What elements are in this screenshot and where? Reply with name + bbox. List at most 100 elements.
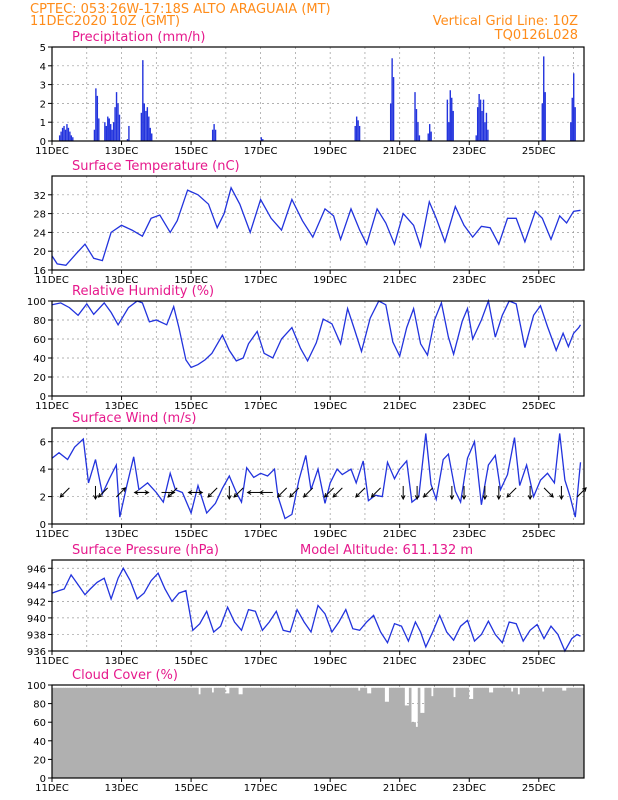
wind-ytick-label: 2: [40, 493, 46, 504]
cloud-bar: [142, 687, 146, 778]
precip-bar: [478, 94, 480, 141]
cloud-bar: [579, 687, 583, 778]
precip-bar: [105, 125, 108, 141]
precip-bar: [449, 90, 451, 141]
pres-xtick-label: 23DEC: [452, 656, 486, 667]
precip-panel: Precipitation (mm/h) 0 1 2 3 4 5 11DEC 13DEC 15DE…: [35, 30, 585, 157]
cloud-bar: [415, 726, 419, 778]
wind-vector-shaft: [576, 487, 587, 498]
header-station: CPTEC: 053:26W-17:18S ALTO ARAGUAIA (MT): [30, 2, 331, 17]
precip-ytick-label: 5: [40, 43, 46, 54]
cloud-bar: [178, 687, 181, 778]
precip-bar: [541, 103, 543, 141]
cloud-bar: [353, 687, 357, 778]
rh-xtick-label: 21DEC: [383, 401, 417, 412]
cloud-bar: [313, 687, 317, 778]
precip-bar: [151, 133, 153, 141]
cloud-bar: [298, 687, 301, 778]
precip-bar: [69, 131, 71, 141]
wind-xtick-label: 19DEC: [313, 529, 347, 540]
precip-bar: [484, 122, 486, 141]
cloud-bar: [242, 687, 246, 778]
temp-panel: Surface Temperature (nC) 16 20 24 28 32 11DEC 1…: [33, 159, 585, 286]
precip-bar: [392, 77, 395, 141]
wind-vector-head: [527, 495, 533, 501]
precip-bar: [58, 135, 61, 141]
wind-xtick-label: 11DEC: [35, 529, 69, 540]
precip-bar: [427, 133, 429, 141]
wind-vector-head: [482, 495, 488, 501]
cloud-bar: [311, 687, 314, 778]
cloud-bar: [479, 687, 483, 778]
precip-bar: [66, 124, 68, 141]
precip-bar: [213, 124, 215, 141]
cloud-bar: [251, 687, 255, 778]
cloud-bar: [89, 687, 93, 778]
wind-vector-head: [233, 493, 239, 498]
cloud-bar: [342, 687, 345, 778]
cloud-bar: [229, 687, 232, 778]
cloud-bar: [284, 687, 288, 778]
cloud-bar: [435, 687, 439, 778]
cloud-bar: [180, 687, 184, 778]
wind-vector-shaft: [371, 487, 381, 498]
cloud-bar: [264, 687, 268, 778]
cloud-bar: [134, 687, 137, 778]
cloud-xtick-label: 15DEC: [174, 783, 208, 794]
cloud-bar: [129, 687, 133, 778]
wind-vector-head: [187, 490, 193, 495]
cloud-bar: [539, 687, 543, 778]
cloud-bar: [568, 687, 572, 778]
wind-vector: [246, 490, 261, 495]
rh-xtick-label: 23DEC: [452, 401, 486, 412]
wind-vector: [506, 487, 517, 498]
precip-bar: [96, 95, 99, 141]
wind-ytick-label: 6: [40, 438, 46, 449]
cloud-bar: [530, 687, 534, 778]
wind-vector-shaft: [167, 487, 178, 498]
precip-bar: [214, 129, 217, 141]
cloud-bar: [204, 687, 208, 778]
wind-vector-shaft: [289, 487, 300, 498]
cloud-bar: [329, 687, 332, 778]
header-gridline: Vertical Grid Line: 10Z: [433, 14, 578, 29]
cloud-bar: [419, 712, 423, 778]
wind-vector: [289, 487, 300, 498]
precip-bar: [146, 107, 149, 141]
cloud-ytick-label: 20: [33, 755, 46, 766]
wind-vector-head: [449, 495, 455, 501]
precip-bar: [485, 112, 488, 141]
precip-bar: [357, 120, 359, 141]
cloud-bar: [65, 687, 68, 778]
cloud-bar: [477, 687, 481, 778]
cloud-bar: [71, 687, 75, 778]
cloud-bar: [158, 687, 162, 778]
precip-xtick-label: 13DEC: [105, 146, 139, 157]
precip-bar: [117, 103, 119, 141]
cloud-bar: [340, 687, 343, 778]
cloud-bar: [286, 687, 290, 778]
wind-vector-head: [258, 490, 264, 495]
cloud-bar: [466, 687, 470, 778]
precip-bar: [446, 99, 449, 141]
cloud-bar: [439, 687, 443, 778]
cloud-bar: [552, 687, 556, 778]
temp-ytick-label: 28: [33, 210, 46, 221]
cloud-bar: [231, 687, 235, 778]
temp-xtick-label: 17DEC: [244, 275, 278, 286]
cloud-bar: [488, 692, 492, 778]
pres-xtick-label: 19DEC: [313, 656, 347, 667]
rh-series-line: [51, 298, 582, 369]
cloud-bar: [417, 687, 421, 778]
cloud-bar: [209, 687, 212, 778]
cloud-bar: [462, 687, 465, 778]
precip-bar: [476, 107, 479, 141]
cloud-bar: [91, 687, 95, 778]
precip-bar: [67, 127, 70, 141]
cloud-bar: [335, 687, 339, 778]
cloud-bar: [388, 687, 392, 778]
cloud-bar: [484, 687, 487, 778]
pres-ytick-label: 936: [27, 647, 46, 658]
precip-ytick-label: 0: [40, 137, 46, 148]
cloud-bar: [171, 687, 175, 778]
